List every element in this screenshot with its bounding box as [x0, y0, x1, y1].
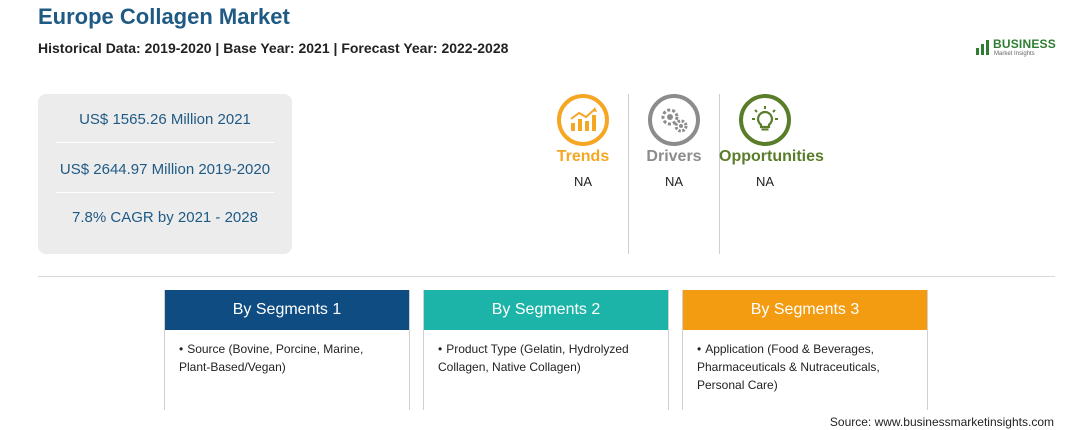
lightbulb-icon	[739, 94, 791, 146]
gears-icon	[648, 94, 700, 146]
page-title: Europe Collagen Market	[38, 4, 290, 29]
segment-3-body: • Application (Food & Beverages, Pharmace…	[697, 342, 880, 392]
trends-value: NA	[573, 174, 593, 189]
logo-wordmark: BUSINESS	[993, 37, 1056, 51]
drivers-card: Drivers NA	[629, 94, 719, 189]
segment-1-item: Source (Bovine, Porcine, Marine, Plant-B…	[179, 342, 364, 374]
segment-1-header: By Segments 1	[165, 290, 409, 330]
opportunities-card: Opportunities NA	[719, 94, 824, 189]
stat-historical-value: US$ 2644.97 Million 2019-2020	[59, 161, 271, 178]
stat-market-value-2021: US$ 1565.26 Million 2021	[79, 111, 251, 128]
opportunities-value: NA	[755, 174, 775, 189]
drivers-label: Drivers	[646, 148, 702, 165]
divider-line	[719, 94, 720, 254]
segment-1-body: • Source (Bovine, Porcine, Marine, Plant-…	[179, 342, 364, 374]
segment-card-3: By Segments 3 • Application (Food & Bever…	[682, 290, 928, 410]
market-stats-panel: US$ 1565.26 Million 2021 US$ 2644.97 Mil…	[38, 94, 292, 254]
stat-cagr: 7.8% CAGR by 2021 - 2028	[72, 209, 258, 226]
segment-card-2: By Segments 2 • Product Type (Gelatin, Hy…	[423, 290, 669, 410]
opportunities-label: Opportunities	[719, 148, 824, 165]
company-logo[interactable]: BUSINESS Market Insights	[975, 36, 1056, 60]
section-divider	[38, 276, 1055, 277]
trends-card: Trends NA	[538, 94, 628, 189]
segment-3-header: By Segments 3	[683, 290, 927, 330]
stat-divider	[56, 192, 274, 193]
segment-card-1: By Segments 1 • Source (Bovine, Porcine, …	[164, 290, 410, 410]
trend-chart-icon	[557, 94, 609, 146]
stat-divider	[56, 142, 274, 143]
trends-label: Trends	[556, 148, 610, 165]
drivers-value: NA	[664, 174, 684, 189]
divider-line	[628, 94, 629, 254]
segment-2-item: Product Type (Gelatin, Hydrolyzed Collag…	[438, 342, 629, 374]
logo-globe-icon	[976, 40, 989, 55]
logo-tagline: Market Insights	[994, 51, 1035, 57]
segment-3-item: Application (Food & Beverages, Pharmaceu…	[697, 342, 880, 392]
segment-2-body: • Product Type (Gelatin, Hydrolyzed Colla…	[438, 342, 629, 374]
page-subtitle: Historical Data: 2019-2020 | Base Year: …	[38, 40, 509, 56]
source-note: Source: www.businessmarketinsights.com	[829, 415, 1054, 429]
segment-2-header: By Segments 2	[424, 290, 668, 330]
